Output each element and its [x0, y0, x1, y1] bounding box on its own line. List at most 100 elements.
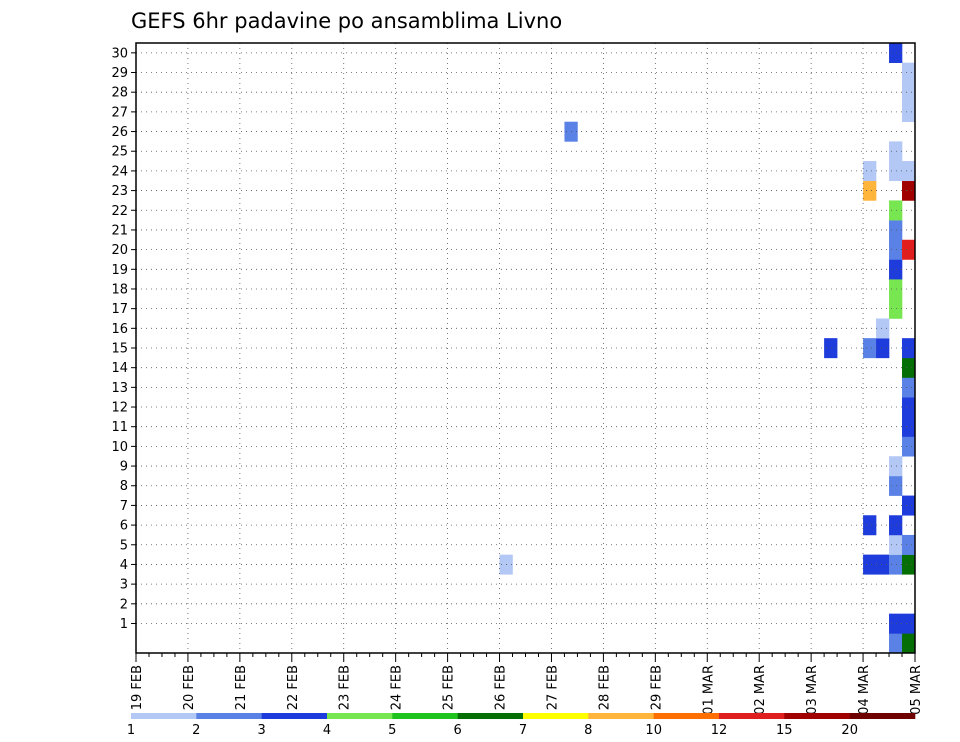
- colorbar-bin: [327, 713, 393, 719]
- y-tick-label: 24: [111, 164, 128, 179]
- precip-cell: [876, 318, 890, 339]
- precip-cell: [889, 220, 903, 241]
- precip-cell: [902, 357, 916, 378]
- precip-cell: [889, 613, 903, 634]
- colorbar-label: 3: [258, 723, 266, 738]
- precip-cell: [902, 397, 916, 418]
- x-tick-label: 23 FEB: [338, 665, 353, 710]
- colorbar-label: 1: [127, 723, 135, 738]
- y-tick-label: 9: [120, 460, 128, 475]
- colorbar-label: 5: [388, 723, 396, 738]
- y-tick-label: 12: [111, 401, 128, 416]
- y-tick-label: 5: [120, 538, 128, 553]
- precip-cell: [902, 495, 916, 516]
- colorbar-bin: [261, 713, 328, 719]
- precip-cell: [902, 239, 916, 260]
- y-tick-label: 7: [120, 499, 128, 514]
- precip-cell: [889, 633, 903, 654]
- y-axis: 1234567891011121314151617181920212223242…: [111, 46, 136, 632]
- precip-cell: [889, 534, 903, 555]
- colorbar-bin: [196, 713, 262, 719]
- x-tick-label: 26 FEB: [494, 665, 509, 710]
- colorbar-label: 8: [584, 723, 592, 738]
- colorbar-bin: [719, 713, 785, 719]
- y-tick-label: 19: [111, 263, 128, 278]
- x-tick-label: 02 MAR: [753, 665, 768, 715]
- y-tick-label: 20: [111, 243, 128, 258]
- x-tick-label: 28 FEB: [597, 665, 612, 710]
- y-tick-label: 21: [111, 223, 128, 238]
- y-tick-label: 29: [111, 66, 128, 81]
- precip-cell: [889, 200, 903, 221]
- colorbar-bin: [392, 713, 458, 719]
- y-tick-label: 11: [111, 420, 128, 435]
- x-tick-label: 20 FEB: [182, 665, 197, 710]
- colorbar-bin: [131, 713, 197, 719]
- precip-cell: [889, 141, 903, 162]
- y-tick-label: 4: [120, 558, 128, 573]
- precip-cell: [902, 554, 916, 575]
- precip-cell: [902, 161, 916, 182]
- precip-cell: [889, 456, 903, 477]
- y-tick-label: 23: [111, 184, 128, 199]
- colorbar: 1 2 3 4 5 6 7 8 10 12 15 20: [127, 713, 916, 738]
- colorbar-label: 6: [454, 723, 462, 738]
- y-tick-label: 25: [111, 145, 128, 160]
- precip-cell: [902, 613, 916, 634]
- precip-cell: [902, 633, 916, 654]
- precip-cell: [863, 515, 877, 536]
- y-tick-label: 16: [111, 322, 128, 337]
- precip-cell: [902, 338, 916, 359]
- precip-cell: [863, 338, 877, 359]
- precip-cell: [902, 534, 916, 555]
- plot-frame: [135, 42, 916, 654]
- precip-cell: [889, 279, 903, 300]
- precip-cell: [902, 436, 916, 457]
- colorbar-label: 20: [841, 723, 858, 738]
- y-tick-label: 22: [111, 204, 128, 219]
- precip-cell: [889, 259, 903, 280]
- precip-cell: [902, 377, 916, 398]
- precip-cell: [876, 554, 890, 575]
- y-tick-label: 30: [111, 46, 128, 61]
- precip-cell: [863, 554, 877, 575]
- x-tick-label: 04 MAR: [857, 665, 872, 715]
- colorbar-bin: [588, 713, 654, 719]
- colorbar-label: 7: [519, 723, 527, 738]
- y-tick-label: 10: [111, 440, 128, 455]
- colorbar-label: 4: [323, 723, 331, 738]
- y-tick-label: 28: [111, 86, 128, 101]
- precip-cell: [889, 475, 903, 496]
- colorbar-label: 2: [192, 723, 200, 738]
- precip-cell: [889, 239, 903, 260]
- y-tick-label: 13: [111, 381, 128, 396]
- x-tick-label: 05 MAR: [909, 665, 924, 715]
- x-axis: 19 FEB 20 FEB 21 FEB 22 FEB 23 FEB 24 FEB 25 F…: [130, 653, 924, 715]
- colorbar-bin: [849, 713, 916, 719]
- x-tick-label: 24 FEB: [390, 665, 405, 710]
- x-tick-label: 01 MAR: [701, 665, 716, 715]
- precip-cell: [876, 338, 890, 359]
- x-tick-label: 03 MAR: [805, 665, 820, 715]
- precip-cell: [902, 416, 916, 437]
- y-tick-label: 8: [120, 479, 128, 494]
- precip-cell: [902, 62, 916, 83]
- y-tick-label: 18: [111, 282, 128, 297]
- x-tick-label: 21 FEB: [234, 665, 249, 710]
- precip-cell: [889, 554, 903, 575]
- precip-cell: [889, 298, 903, 319]
- y-tick-label: 26: [111, 125, 128, 140]
- x-tick-label: 25 FEB: [442, 665, 457, 710]
- colorbar-bin: [653, 713, 720, 719]
- precip-cell: [902, 102, 916, 123]
- x-tick-label: 19 FEB: [130, 665, 145, 710]
- y-tick-label: 15: [111, 342, 128, 357]
- precip-cell: [889, 43, 903, 63]
- x-tick-label: 27 FEB: [546, 665, 561, 710]
- precip-cell: [902, 82, 916, 103]
- colorbar-label: 12: [711, 723, 728, 738]
- x-tick-label: 22 FEB: [286, 665, 301, 710]
- precip-cell: [889, 161, 903, 182]
- precip-cell: [863, 180, 877, 201]
